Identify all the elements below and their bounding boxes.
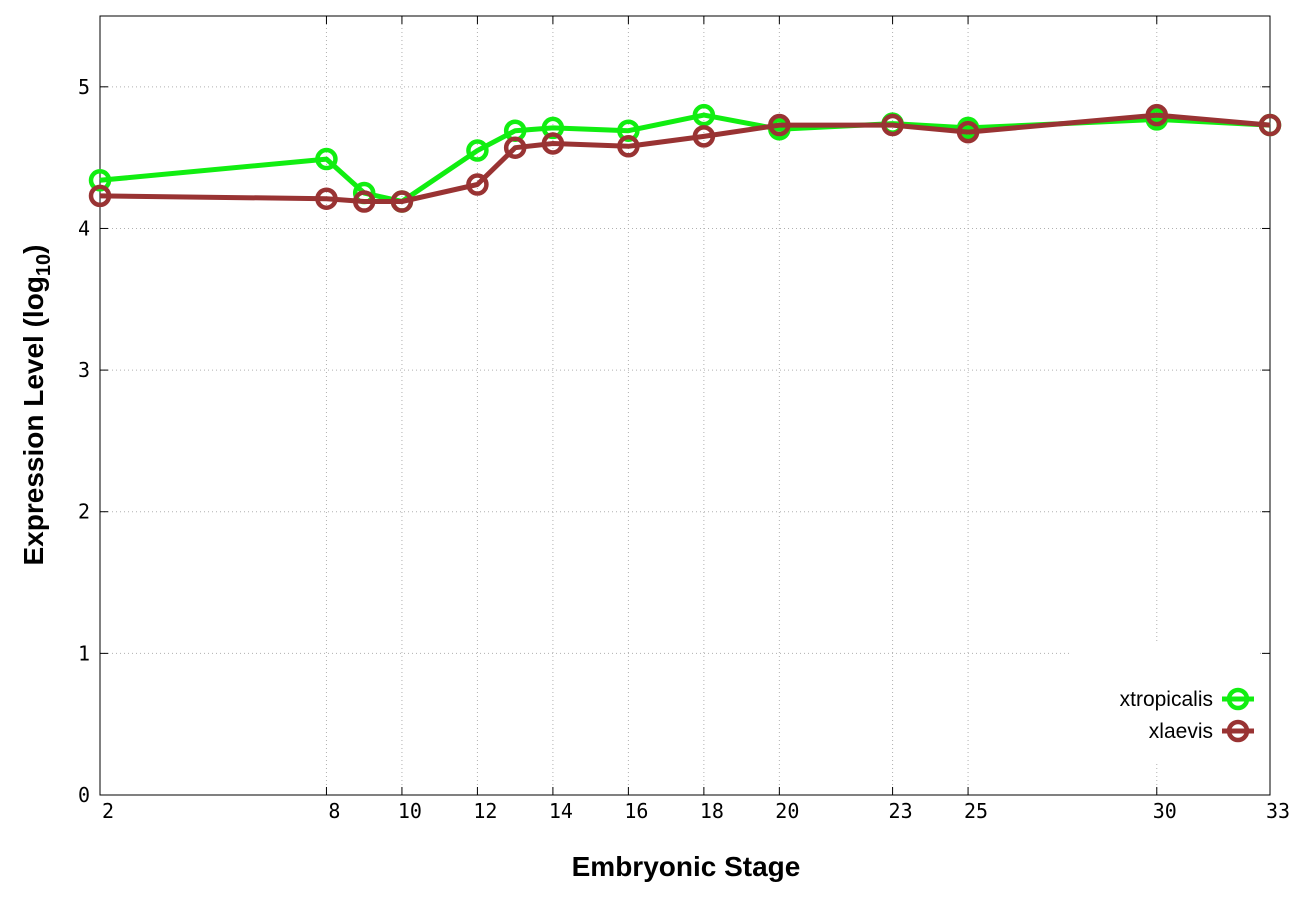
- x-tick-label: 10: [398, 799, 422, 823]
- data-point-xlaevis: [881, 113, 904, 137]
- grid: [100, 16, 1270, 795]
- legend-box: [1072, 643, 1258, 763]
- data-point-xlaevis: [88, 184, 112, 208]
- x-tick-label: 14: [549, 799, 573, 823]
- y-tick-label: 0: [78, 783, 90, 807]
- x-tick-label: 20: [775, 799, 799, 823]
- data-point-xtropicalis: [541, 116, 565, 140]
- x-tick-label: 18: [700, 799, 724, 823]
- data-point-xlaevis: [1258, 113, 1282, 137]
- x-tick-label: 16: [624, 799, 648, 823]
- data-point-xlaevis: [352, 190, 376, 213]
- data-point-xtropicalis: [466, 139, 489, 162]
- x-tick-label: 23: [889, 799, 913, 823]
- y-tick-label: 4: [78, 216, 90, 240]
- legend-background: [1072, 643, 1258, 763]
- y-tick-label: 5: [78, 75, 90, 99]
- data-point-xtropicalis: [88, 169, 112, 192]
- axes: [99, 15, 1271, 796]
- y-tick-label: 3: [78, 358, 90, 382]
- x-tick-label: 33: [1266, 799, 1290, 823]
- x-axis-title: Embryonic Stage: [572, 851, 801, 882]
- y-axis-title: Expression Level (log10): [18, 245, 55, 566]
- data-point-xlaevis: [503, 136, 527, 159]
- x-tick-label: 8: [328, 799, 340, 823]
- y-axis-title-subscript: 10: [33, 254, 55, 276]
- y-axis-title-close: ): [18, 245, 49, 254]
- data-point-xlaevis: [692, 125, 716, 148]
- data-point-xtropicalis: [617, 119, 640, 142]
- legend-marker-xtropicalis: [1226, 687, 1250, 711]
- data-point-xlaevis: [390, 190, 414, 213]
- data-point-xlaevis: [956, 120, 980, 144]
- series-line-xtropicalis: [99, 112, 1271, 204]
- legend-label-xtropicalis: xtropicalis: [1120, 688, 1213, 711]
- data-point-xtropicalis: [692, 103, 716, 127]
- x-tick-label: 12: [473, 799, 497, 823]
- x-tick-label: 2: [102, 799, 114, 823]
- data-point-xlaevis: [315, 187, 338, 210]
- series-layer: [88, 103, 1282, 213]
- data-point-xlaevis: [1145, 103, 1169, 127]
- data-point-xlaevis: [617, 135, 640, 158]
- series-line-xlaevis: [99, 112, 1271, 204]
- data-point-xtropicalis: [315, 147, 338, 171]
- plot-frame: [99, 15, 1271, 796]
- x-tick-label: 25: [964, 799, 988, 823]
- legend-marker-xlaevis: [1226, 719, 1250, 743]
- y-axis-title-main: Expression Level (log: [18, 276, 49, 565]
- legend-label-xlaevis: xlaevis: [1149, 720, 1213, 743]
- legend: xtropicalis xlaevis: [1120, 687, 1254, 743]
- data-point-xlaevis: [768, 113, 791, 137]
- y-tick-label: 2: [78, 500, 90, 524]
- y-tick-label: 1: [78, 641, 90, 665]
- x-tick-label: 30: [1153, 799, 1177, 823]
- data-point-xlaevis: [541, 132, 565, 155]
- data-point-xlaevis: [466, 173, 489, 196]
